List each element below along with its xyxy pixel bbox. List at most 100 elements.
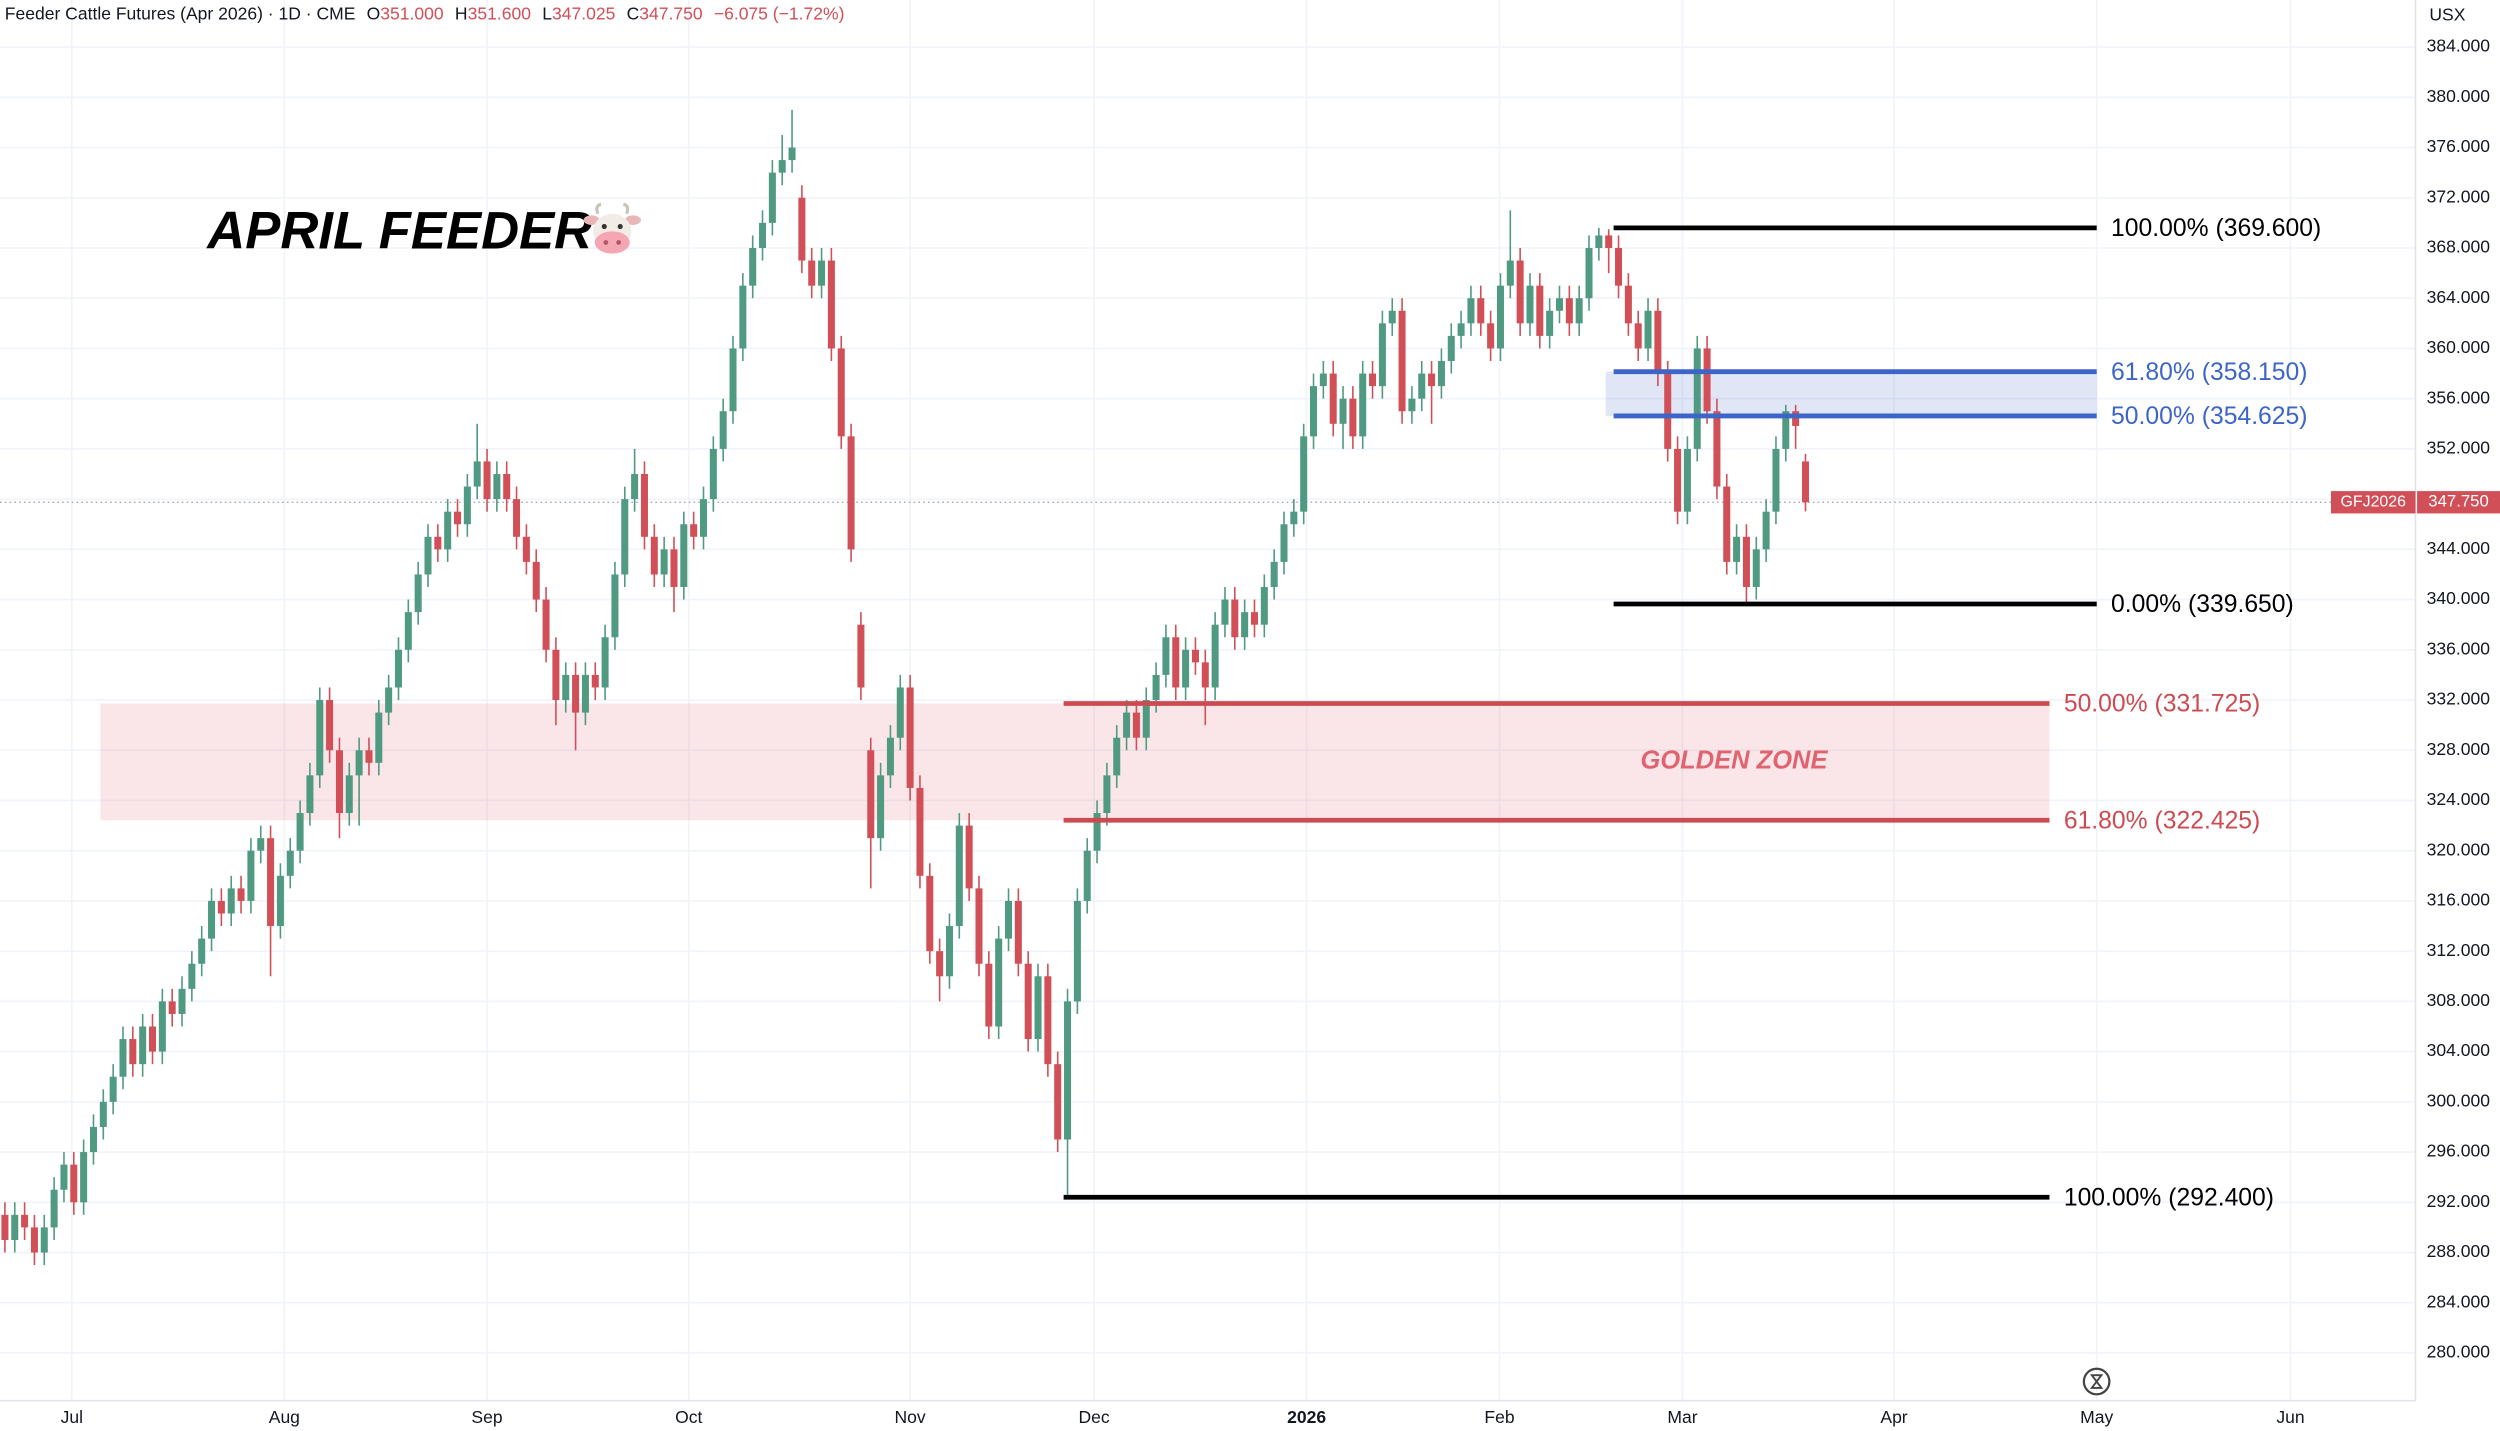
candle-body [955, 825, 963, 927]
ohlc-key: O [367, 3, 381, 23]
y-tick-label: 288.000 [2427, 1241, 2491, 1261]
y-tick-label: 292.000 [2427, 1191, 2491, 1211]
y-tick-label: 384.000 [2427, 36, 2491, 56]
candle-body [119, 1039, 127, 1077]
candle-body [1300, 436, 1308, 512]
candle-body [1260, 587, 1268, 625]
candle-body [1674, 448, 1682, 512]
symbol-tag [2330, 491, 2416, 514]
candle-body [1054, 1064, 1062, 1140]
candle-body [148, 1026, 157, 1052]
price-tag-label: 347.750 [2428, 492, 2488, 511]
candle-body [1713, 411, 1721, 487]
candle-body [306, 775, 314, 814]
fib-label: 61.80% (358.150) [2111, 359, 2307, 386]
candle-body [542, 599, 550, 650]
ohlc-value: 347.750 [639, 3, 703, 23]
candle-body [945, 926, 953, 977]
fib-label: 50.00% (331.725) [2064, 691, 2260, 718]
candle-body [680, 524, 688, 588]
x-tick-label: Aug [269, 1407, 300, 1427]
x-tick-label: Jul [61, 1407, 83, 1427]
candle-body [1162, 637, 1170, 675]
zones: GOLDEN ZONE [100, 371, 2097, 821]
candle-body [591, 674, 599, 688]
cow-icon [583, 202, 641, 254]
candle-body [89, 1126, 97, 1153]
candle-body [335, 750, 343, 814]
candle-body [257, 838, 265, 851]
ohlc-key: L [542, 3, 552, 23]
x-tick-label: Apr [1880, 1407, 1907, 1427]
candle-body [1241, 612, 1249, 638]
y-tick-label: 316.000 [2427, 890, 2491, 910]
candle-body [1113, 737, 1121, 776]
x-tick-label: Dec [1079, 1407, 1110, 1427]
candle-body [1615, 247, 1623, 286]
candle-body [188, 963, 196, 989]
chart-header: Feeder Cattle Futures (Apr 2026) · 1D · … [5, 3, 845, 23]
candle-body [1319, 373, 1327, 387]
candle-body [1664, 373, 1672, 449]
candle-body [699, 499, 708, 537]
ohlc-value: 351.000 [380, 3, 444, 23]
y-tick-label: 376.000 [2427, 136, 2491, 156]
candle-body [1782, 411, 1790, 449]
candle-body [1683, 448, 1691, 512]
candle-body [759, 222, 767, 248]
candle-body [788, 147, 796, 161]
candle-body [1408, 398, 1416, 412]
candle-body [1752, 549, 1760, 588]
candle-body [1516, 260, 1524, 324]
y-tick-label: 324.000 [2427, 789, 2491, 809]
candle-body [198, 938, 206, 964]
candle-body [611, 574, 619, 638]
candle-body [1270, 561, 1278, 588]
candle-body [237, 888, 245, 901]
y-tick-label: 312.000 [2427, 940, 2491, 960]
candle-body [1487, 323, 1495, 349]
candle-body [1477, 298, 1485, 324]
candle-body [158, 1001, 166, 1052]
candle-body [139, 1026, 147, 1065]
y-tick-label: 380.000 [2427, 86, 2491, 106]
symbol: Feeder Cattle Futures (Apr 2026) · 1D · … [5, 3, 356, 23]
candle-body [1801, 461, 1809, 503]
fib-label: 0.00% (339.650) [2111, 591, 2294, 618]
candle-body [1624, 285, 1632, 324]
candle-body [1654, 310, 1662, 374]
candle-body [522, 536, 530, 562]
candle-body [1703, 348, 1711, 412]
candle-body [1644, 310, 1652, 349]
candle-body [1693, 348, 1701, 449]
y-tick-label: 332.000 [2427, 689, 2491, 709]
candle-body [345, 775, 353, 814]
x-tick-label: Oct [675, 1407, 702, 1427]
candle-body [975, 888, 983, 964]
clock-icon[interactable] [2082, 1367, 2111, 1396]
candle-body [1575, 298, 1583, 324]
x-tick-label: Sep [471, 1407, 502, 1427]
candle-body [99, 1101, 107, 1127]
candle-body [877, 775, 885, 839]
candle-body [847, 436, 855, 550]
candle-body [916, 787, 924, 876]
candle-body [1634, 323, 1642, 349]
y-tick-label: 364.000 [2427, 287, 2491, 307]
candle-body [965, 825, 973, 889]
candle-body [404, 612, 412, 650]
candle-body [1792, 411, 1800, 426]
candle-body [739, 285, 747, 349]
candle-body [454, 511, 462, 525]
change: −6.075 (−1.72%) [714, 3, 845, 23]
candle-body [778, 160, 786, 173]
candle-body [1280, 524, 1288, 562]
candle-body [1083, 850, 1091, 901]
candle-body [552, 649, 560, 701]
candle-body [532, 561, 540, 600]
y-tick-label: 320.000 [2427, 839, 2491, 859]
candle-body [1605, 235, 1613, 248]
candle-body [709, 448, 717, 500]
